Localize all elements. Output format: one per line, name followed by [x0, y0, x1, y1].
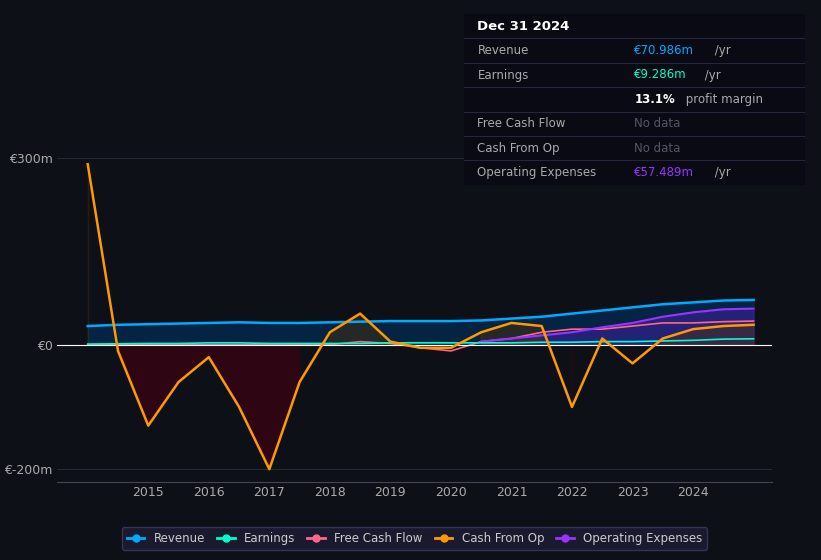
Text: No data: No data	[635, 117, 681, 130]
Text: profit margin: profit margin	[682, 93, 763, 106]
Text: No data: No data	[635, 142, 681, 155]
Text: /yr: /yr	[710, 166, 731, 179]
Legend: Revenue, Earnings, Free Cash Flow, Cash From Op, Operating Expenses: Revenue, Earnings, Free Cash Flow, Cash …	[122, 527, 707, 549]
Text: Operating Expenses: Operating Expenses	[478, 166, 597, 179]
Text: €57.489m: €57.489m	[635, 166, 695, 179]
Text: Revenue: Revenue	[478, 44, 529, 57]
Text: €70.986m: €70.986m	[635, 44, 695, 57]
Text: /yr: /yr	[701, 68, 721, 82]
Text: 13.1%: 13.1%	[635, 93, 675, 106]
Text: Dec 31 2024: Dec 31 2024	[478, 20, 570, 32]
Text: Cash From Op: Cash From Op	[478, 142, 560, 155]
Text: €9.286m: €9.286m	[635, 68, 687, 82]
Text: Free Cash Flow: Free Cash Flow	[478, 117, 566, 130]
Text: /yr: /yr	[710, 44, 731, 57]
Text: Earnings: Earnings	[478, 68, 529, 82]
